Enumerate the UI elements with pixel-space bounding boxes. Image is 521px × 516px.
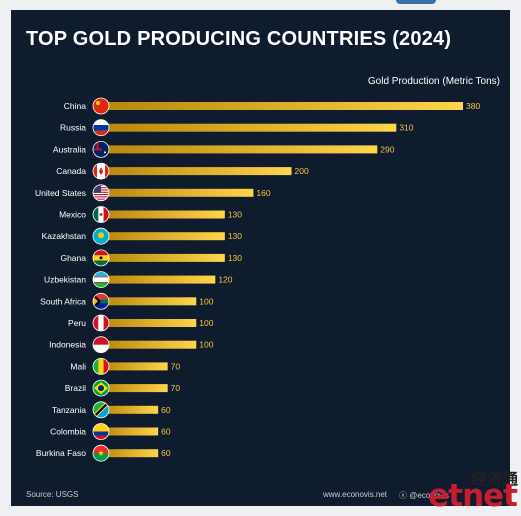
- axis-title: Gold Production (Metric Tons): [367, 76, 500, 87]
- category-label: Brazil: [65, 383, 86, 393]
- bar: [101, 253, 225, 262]
- flag-russia-icon: [92, 119, 110, 137]
- bar: [101, 167, 292, 176]
- category-label: Canada: [56, 166, 86, 176]
- category-label: Mexico: [59, 210, 86, 220]
- bar: [101, 210, 225, 219]
- bar: [101, 123, 397, 132]
- etnet-logo: etnet: [428, 478, 518, 514]
- category-label: Kazakhstan: [42, 231, 87, 241]
- flag-mali-icon: [92, 357, 110, 375]
- chart-card: TOP GOLD PRODUCING COUNTRIES (2024) Gold…: [11, 10, 510, 506]
- category-label: Uzbekistan: [44, 275, 86, 285]
- category-label: South Africa: [40, 296, 86, 306]
- value-label: 290: [380, 144, 394, 154]
- value-label: 160: [256, 188, 270, 198]
- category-label: Ghana: [60, 253, 86, 263]
- flag-uzbekistan-icon: [92, 271, 110, 289]
- value-label: 120: [218, 275, 232, 285]
- bar: [101, 232, 225, 241]
- flag-tanzania-icon: [92, 401, 110, 419]
- bar: [101, 405, 159, 414]
- category-label: China: [64, 101, 86, 111]
- value-label: 100: [199, 296, 213, 306]
- bar: [101, 188, 254, 197]
- bar: [101, 340, 197, 349]
- bar: [101, 427, 159, 436]
- flag-south-africa-icon: [92, 292, 110, 310]
- category-label: Australia: [53, 144, 86, 154]
- flag-colombia-icon: [92, 423, 110, 440]
- bar: [101, 384, 168, 393]
- category-label: Mali: [70, 361, 86, 371]
- value-label: 60: [161, 448, 171, 458]
- bar: [101, 275, 216, 284]
- bar: [101, 362, 168, 371]
- category-label: Peru: [68, 318, 86, 328]
- category-label: Indonesia: [49, 340, 86, 350]
- bar-chart: China 380 Russia 310 Australia 290 Canada 200 Un…: [35, 97, 480, 462]
- flag-united-states-icon: [92, 184, 110, 202]
- value-label: 130: [228, 253, 242, 263]
- value-label: 60: [161, 405, 171, 415]
- value-label: 380: [466, 101, 480, 111]
- flag-ghana-icon: [92, 249, 110, 267]
- value-label: 310: [399, 123, 413, 133]
- bar: [101, 319, 197, 327]
- value-label: 60: [161, 427, 171, 437]
- value-label: 100: [199, 318, 213, 328]
- value-label: 70: [171, 383, 181, 393]
- flag-brazil-icon: [92, 379, 110, 397]
- bar: [101, 102, 463, 110]
- value-label: 130: [228, 210, 242, 220]
- category-label: Burkina Faso: [36, 448, 86, 458]
- website-link[interactable]: www.econovis.net: [323, 490, 388, 499]
- value-label: 70: [171, 361, 181, 371]
- social-handle[interactable]: ⓧ @econovis: [399, 491, 449, 500]
- bar: [101, 449, 159, 458]
- watermark-chinese-text: 经济通: [470, 471, 519, 488]
- flag-indonesia-icon: [92, 336, 110, 354]
- flag-china-icon: [92, 97, 110, 115]
- bar: [101, 145, 378, 154]
- value-label: 100: [199, 340, 213, 350]
- chart-title: TOP GOLD PRODUCING COUNTRIES (2024): [26, 28, 452, 50]
- flag-peru-icon: [92, 314, 110, 332]
- category-label: Tanzania: [52, 405, 86, 415]
- top-decoration: [396, 0, 436, 4]
- category-label: Colombia: [50, 427, 86, 437]
- flag-mexico-icon: [92, 206, 110, 223]
- flag-canada-icon: [92, 162, 110, 180]
- bar: [101, 297, 197, 306]
- flag-kazakhstan-icon: [92, 227, 110, 245]
- category-label: Russia: [60, 123, 86, 133]
- value-label: 130: [228, 231, 242, 241]
- value-label: 200: [295, 166, 309, 176]
- category-label: United States: [35, 188, 86, 198]
- source-note: Source: USGS: [26, 490, 79, 499]
- flag-australia-icon: [92, 140, 110, 158]
- flag-burkina-faso-icon: [92, 444, 110, 462]
